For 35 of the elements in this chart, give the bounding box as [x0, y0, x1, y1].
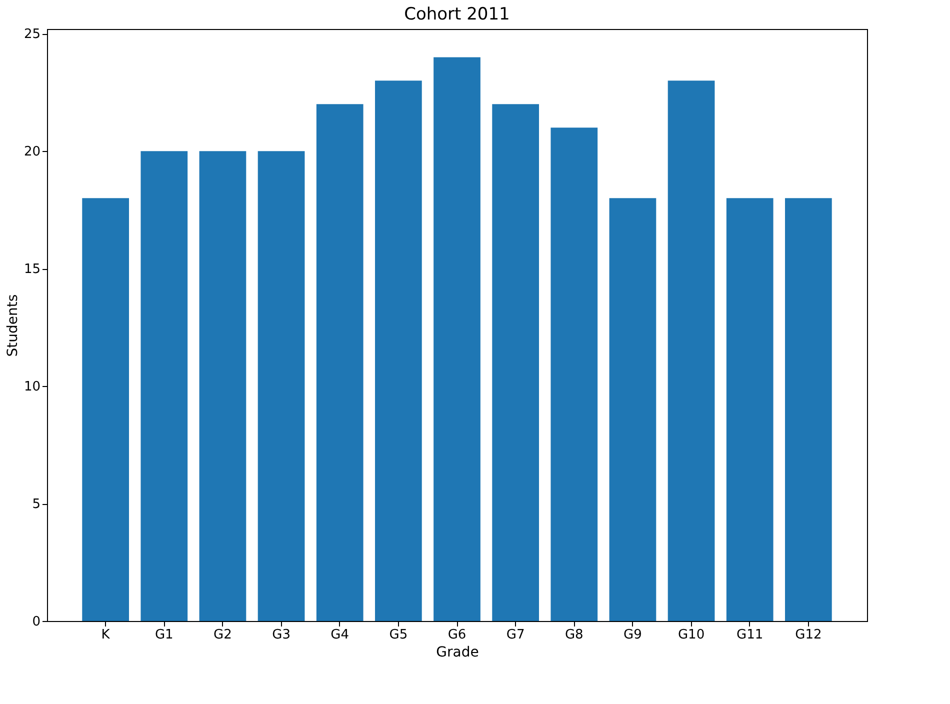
bar [785, 198, 832, 621]
x-tick-label: G2 [214, 628, 232, 642]
x-tick-label: G6 [448, 628, 466, 642]
x-tick-label: K [101, 628, 110, 642]
y-tick-label: 0 [32, 614, 40, 630]
y-tick-label: 20 [24, 144, 40, 160]
bar [316, 104, 364, 621]
bar [82, 198, 129, 621]
bar [492, 104, 539, 621]
y-tick-label: 25 [24, 27, 40, 42]
bar [375, 80, 422, 621]
x-tick-label: G5 [389, 628, 408, 642]
bar [140, 151, 188, 621]
x-tick-label: G11 [736, 628, 764, 642]
x-tick-label: G4 [330, 628, 350, 642]
y-axis-title: Students [4, 294, 21, 357]
bar [726, 198, 774, 621]
bar [434, 57, 480, 621]
y-tick-label: 5 [32, 497, 40, 512]
x-tick-label: G1 [154, 628, 174, 642]
bar [199, 151, 246, 621]
bar [609, 198, 656, 621]
x-tick-label: G9 [624, 628, 642, 642]
x-tick-label: G10 [678, 628, 705, 642]
x-tick-label: G7 [506, 628, 525, 642]
x-tick-label: G3 [272, 628, 290, 642]
y-tick-label: 10 [24, 380, 40, 395]
bar [668, 80, 715, 621]
x-tick-label: G12 [795, 628, 822, 642]
x-tick-label: G8 [564, 628, 584, 642]
y-tick-label: 15 [24, 262, 40, 278]
bar [550, 128, 598, 621]
chart-title: Cohort 2011 [404, 4, 510, 25]
bar [258, 151, 305, 621]
x-axis-title: Grade [436, 644, 479, 660]
